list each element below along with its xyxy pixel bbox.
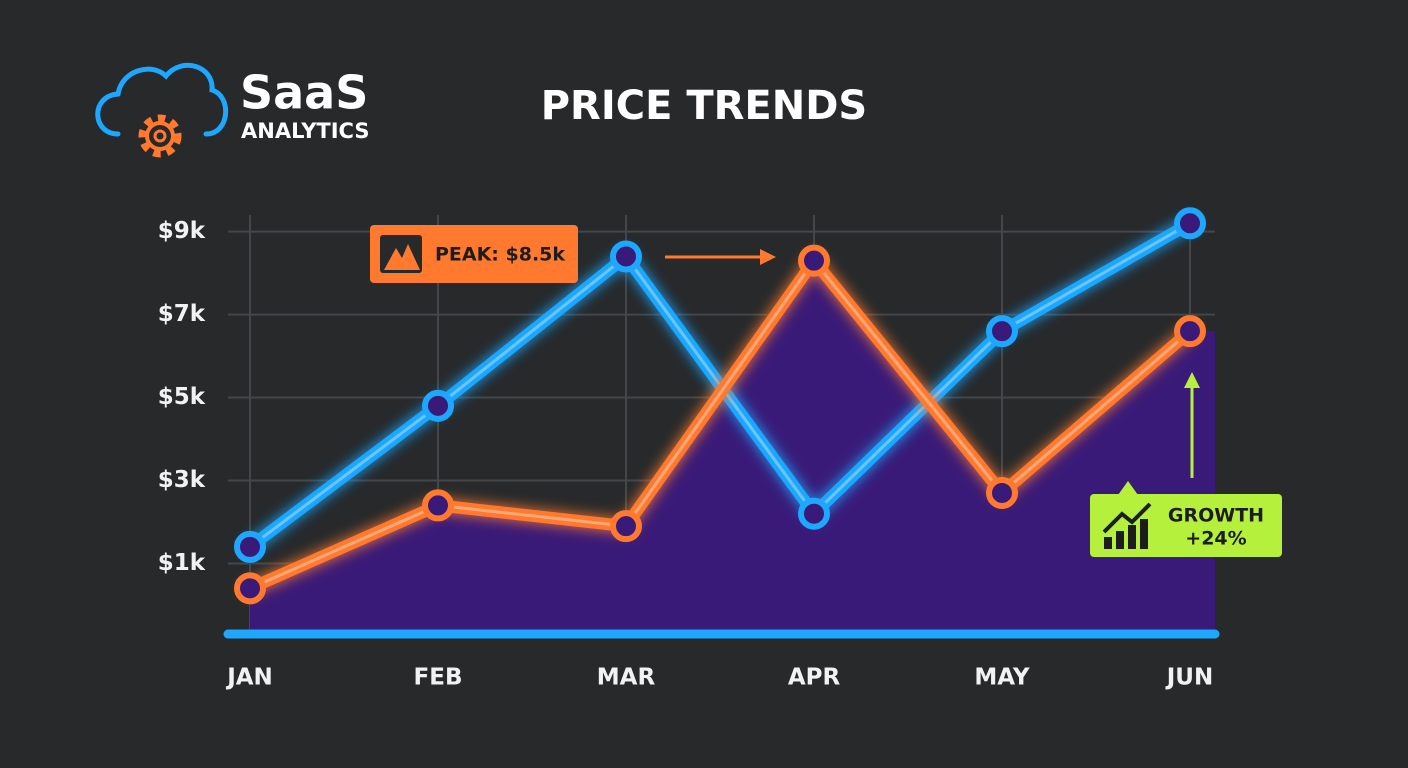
- logo-subtitle: ANALYTICS: [241, 119, 369, 143]
- annotation: PEAK: $8.5k: [435, 244, 565, 266]
- chart-title: PRICE TRENDS: [541, 83, 868, 129]
- logo-gear: [145, 121, 175, 151]
- x-tick-label: FEB: [414, 665, 463, 691]
- point: [234, 572, 266, 605]
- annotation: +24%: [1185, 528, 1246, 550]
- y-tick-label: $5k: [158, 384, 206, 410]
- logo-title: SaaS: [240, 66, 368, 120]
- series-line: [244, 254, 1196, 595]
- point: [1174, 315, 1206, 348]
- y-tick-label: $1k: [158, 550, 206, 576]
- annotation: GROWTH: [1168, 505, 1264, 527]
- peak-callout: PEAK: $8.5k: [370, 225, 776, 283]
- growth-callout: GROWTH +24%: [1090, 372, 1282, 557]
- point: [610, 510, 642, 543]
- point: [1174, 207, 1206, 240]
- growth-icon-line: [1102, 502, 1152, 534]
- x-tick-label: MAR: [597, 665, 656, 691]
- y-tick-label: $9k: [158, 218, 206, 244]
- logo-cloud: [95, 62, 228, 137]
- arrow-head: [760, 249, 776, 265]
- arrow-head: [1184, 372, 1200, 388]
- logo-gear-hub: [153, 129, 167, 143]
- point: [798, 244, 830, 277]
- callout-pointer: [1118, 481, 1138, 495]
- x-tick-label: MAY: [974, 665, 1029, 691]
- logo: SaaS ANALYTICS: [95, 62, 369, 158]
- x-tick-label: JAN: [225, 665, 273, 691]
- point: [986, 315, 1018, 348]
- point: [234, 530, 266, 563]
- point: [986, 476, 1018, 509]
- area: [250, 260, 1215, 634]
- growth-icon: [1104, 519, 1148, 549]
- y-tick-label: $7k: [158, 301, 206, 327]
- logo-gear-teeth: [138, 114, 182, 158]
- mountain-icon: [384, 244, 420, 270]
- x-tick-label: JUN: [1165, 665, 1213, 691]
- y-tick-label: $3k: [158, 467, 206, 493]
- x-tick-label: APR: [788, 665, 841, 691]
- callout-box: [1090, 494, 1282, 557]
- point: [610, 240, 642, 273]
- series-highlight: [249, 259, 1191, 590]
- point: [422, 389, 454, 422]
- point: [422, 489, 454, 522]
- plot: $1k $3k $5k $7k $9k JAN FEB MAR APR MAY JUN: [158, 207, 1220, 691]
- point: [798, 497, 830, 530]
